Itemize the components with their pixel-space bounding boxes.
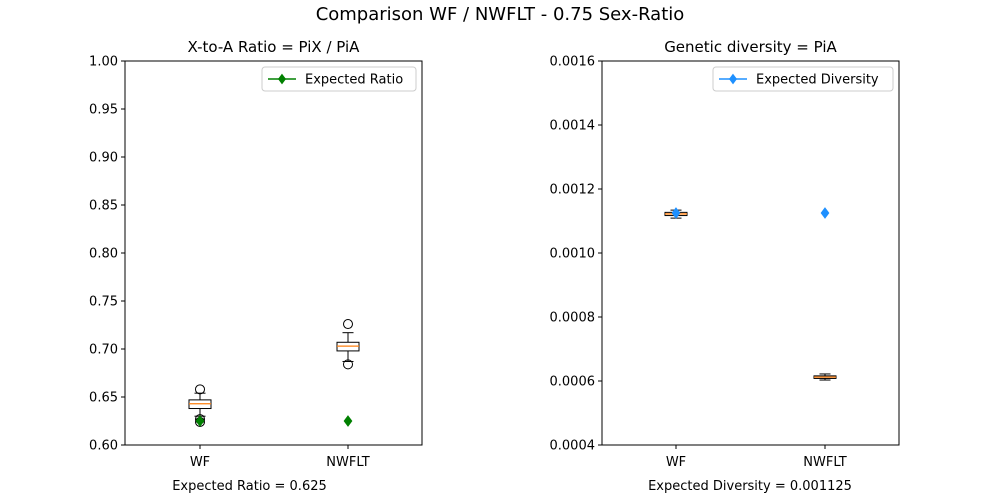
y-tick-label: 0.95 — [89, 103, 118, 118]
expected-marker — [671, 207, 681, 219]
plot-area-frame — [601, 60, 900, 446]
expected-marker — [195, 415, 205, 427]
chart-title: Genetic diversity = PiA — [664, 38, 837, 56]
y-tick-label: 0.0008 — [550, 311, 596, 326]
chart-title: X-to-A Ratio = PiX / PiA — [188, 38, 361, 56]
plot-area-frame — [124, 60, 423, 446]
legend-marker — [278, 73, 286, 85]
y-tick-label: 0.0014 — [550, 119, 596, 134]
legend-frame — [261, 66, 417, 92]
box-nwflt — [813, 373, 837, 381]
x-axis-label: Expected Ratio = 0.625 — [172, 479, 327, 494]
x-tick-label: WF — [666, 455, 686, 470]
chart-panel-diversity: Genetic diversity = PiA Expected Diversi… — [550, 38, 900, 494]
outlier-point — [343, 319, 353, 330]
legend-marker — [729, 73, 737, 85]
y-tick-label: 0.0010 — [550, 247, 596, 262]
legend: Expected Diversity — [712, 66, 894, 92]
legend-frame — [712, 66, 894, 92]
legend-entry: Expected Diversity — [756, 73, 879, 88]
outlier-point — [195, 384, 205, 395]
x-tick-label: NWFLT — [326, 455, 370, 470]
y-tick-label: 1.00 — [89, 55, 118, 70]
y-tick-label: 0.0016 — [550, 55, 596, 70]
chart-panel-ratio: X-to-A Ratio = PiX / PiA Expected Ratio … — [89, 38, 423, 494]
y-tick-label: 0.0004 — [550, 439, 596, 454]
x-axis-label: Expected Diversity = 0.001125 — [648, 479, 852, 494]
x-tick-label: WF — [190, 455, 210, 470]
legend: Expected Ratio — [261, 66, 417, 92]
figure-suptitle: Comparison WF / NWFLT - 0.75 Sex-Ratio — [316, 4, 685, 25]
y-tick-label: 0.80 — [89, 247, 118, 262]
expected-marker — [820, 207, 830, 219]
y-tick-label: 0.75 — [89, 295, 118, 310]
x-tick-label: NWFLT — [803, 455, 847, 470]
legend-entry: Expected Ratio — [305, 73, 403, 88]
y-tick-label: 0.65 — [89, 391, 118, 406]
y-tick-label: 0.85 — [89, 199, 118, 214]
expected-marker — [343, 415, 353, 427]
y-tick-label: 0.70 — [89, 343, 118, 358]
y-tick-label: 0.0006 — [550, 375, 596, 390]
box-nwflt — [336, 319, 360, 370]
y-tick-label: 0.90 — [89, 151, 118, 166]
y-tick-label: 0.0012 — [550, 183, 596, 198]
y-tick-label: 0.60 — [89, 439, 118, 454]
outlier-point — [343, 359, 353, 370]
